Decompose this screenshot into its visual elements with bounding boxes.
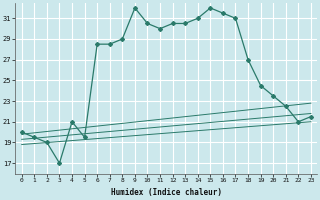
X-axis label: Humidex (Indice chaleur): Humidex (Indice chaleur)	[111, 188, 222, 197]
